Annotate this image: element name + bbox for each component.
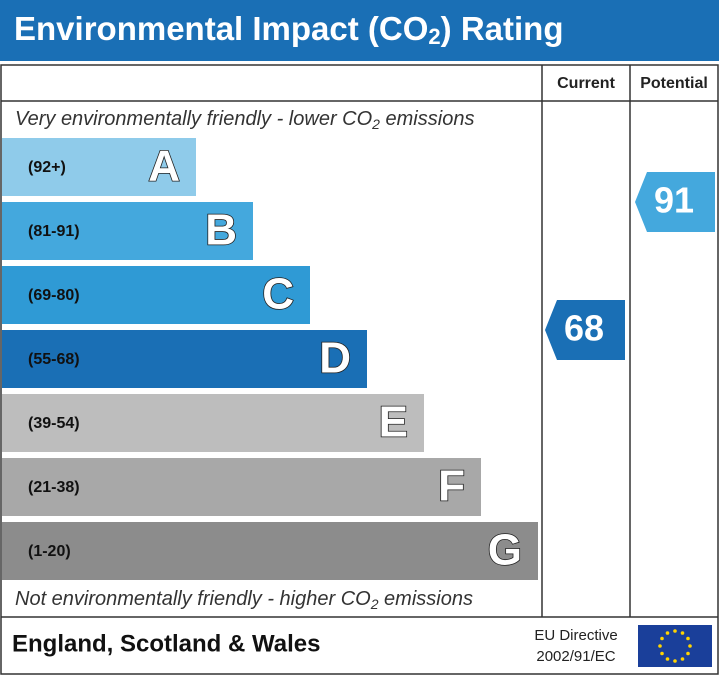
eu-stars — [658, 629, 692, 663]
band — [2, 138, 196, 196]
title: Environmental Impact (CO2) Rating — [14, 10, 563, 49]
band-letter: B — [205, 206, 237, 255]
eu-star — [688, 644, 692, 648]
eu-star — [660, 651, 664, 656]
band-letter: G — [488, 526, 522, 575]
potential-arrow — [635, 172, 715, 232]
band-letter: A — [148, 142, 180, 191]
band — [2, 458, 481, 516]
directive: 2002/91/EC — [536, 648, 615, 665]
band-range: (1-20) — [28, 543, 71, 560]
eu-star — [680, 631, 685, 635]
bottom-note: Not environmentally friendly - higher CO… — [15, 588, 473, 611]
eu-star — [665, 657, 670, 661]
band-range: (92+) — [28, 159, 66, 176]
band — [2, 330, 367, 388]
region: England, Scotland & Wales — [12, 630, 320, 657]
eu-star — [673, 629, 677, 633]
band-letter: D — [319, 334, 351, 383]
eu-star — [660, 636, 664, 641]
top-note: Very environmentally friendly - lower CO… — [15, 108, 474, 131]
band-range: (21-38) — [28, 479, 80, 496]
eu-star — [686, 636, 690, 641]
band-range: (39-54) — [28, 415, 80, 432]
band — [2, 522, 538, 580]
eu-star — [673, 659, 677, 663]
eu-star — [665, 631, 670, 635]
band-range: (69-80) — [28, 287, 80, 304]
frame — [0, 64, 719, 675]
title-bar — [0, 0, 719, 61]
band — [2, 394, 424, 452]
band — [2, 266, 310, 324]
eu-star — [686, 651, 690, 656]
current-rating: 68 — [564, 308, 604, 349]
eu-star — [658, 644, 662, 648]
directive: EU Directive — [534, 627, 617, 644]
band-letter: C — [262, 270, 294, 319]
band-letter: E — [379, 398, 408, 447]
band — [2, 202, 253, 260]
column-header: Potential — [640, 75, 708, 92]
potential-rating: 91 — [654, 180, 694, 221]
current-arrow — [545, 300, 625, 360]
band-range: (81-91) — [28, 223, 80, 240]
bands: (92+) A (81-91) B (69-80) C (55-68) D (39-54) E (2… — [2, 138, 538, 580]
band-letter: F — [438, 462, 465, 511]
band-range: (55-68) — [28, 351, 80, 368]
column-header: Current — [557, 75, 615, 92]
eu-star — [680, 657, 685, 661]
